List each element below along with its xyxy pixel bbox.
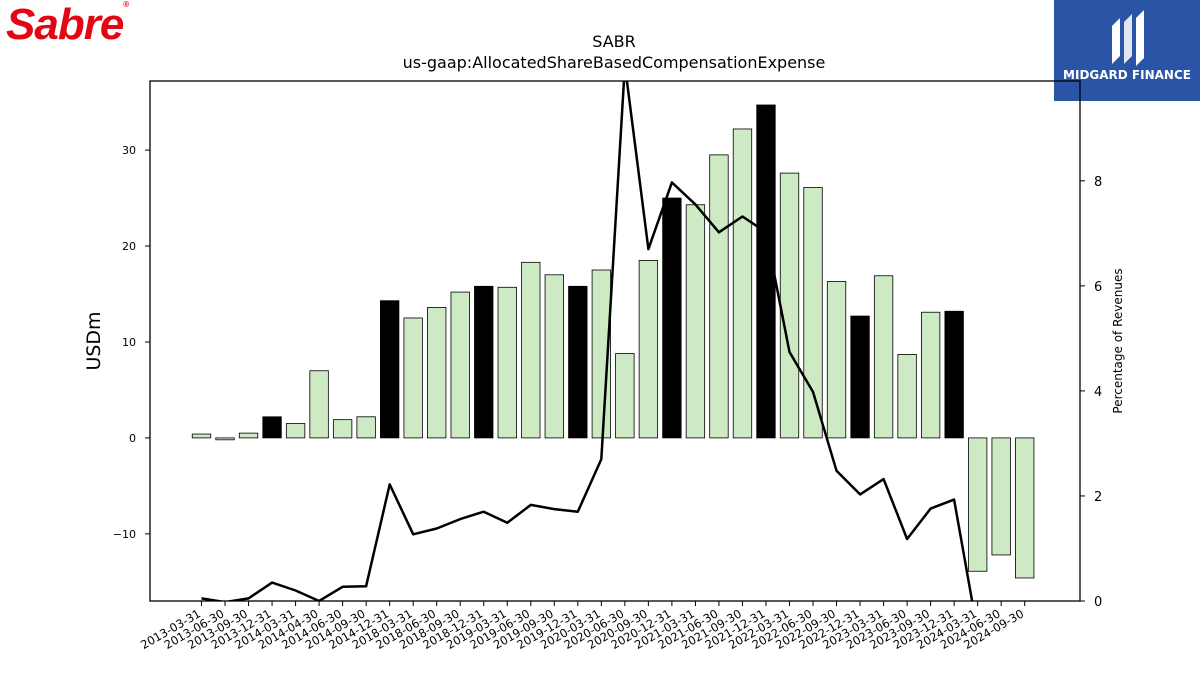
plot-frame — [149, 80, 1081, 602]
bar-2022-03-31 — [779, 172, 800, 439]
y-tick-label: 0 — [129, 432, 136, 445]
y2-tick-label: 6 — [1094, 280, 1102, 295]
bar-2014-03-31 — [285, 423, 306, 439]
y2-tick-label: 8 — [1094, 175, 1102, 190]
bar-2024-06-30 — [991, 437, 1011, 556]
bar-2014-09-30 — [356, 416, 376, 439]
bar-2020-12-31 — [662, 197, 682, 439]
bar-2023-12-31 — [944, 310, 964, 439]
bar-2020-09-30 — [638, 260, 659, 439]
y-tick-label: −10 — [113, 528, 136, 541]
percentage-line — [201, 81, 974, 601]
bar-2024-09-30 — [1015, 437, 1035, 579]
bar-2021-09-30 — [732, 128, 753, 439]
bar-2021-06-30 — [709, 154, 729, 439]
bar-2020-06-30 — [615, 353, 635, 439]
bar-2022-06-30 — [803, 187, 823, 439]
bar-2013-12-31 — [262, 416, 282, 439]
bar-2014-04-30 — [309, 370, 329, 439]
bar-2018-09-30 — [450, 291, 470, 439]
bar-2019-09-30 — [544, 274, 564, 439]
bar-2021-12-31 — [756, 104, 776, 439]
midgard-mark-icon — [1112, 10, 1144, 66]
chart-subtitle: us-gaap:AllocatedShareBasedCompensationE… — [402, 53, 826, 72]
bar-2013-09-30 — [238, 432, 259, 439]
bar-2019-06-30 — [521, 261, 541, 439]
bar-2023-03-31 — [873, 275, 894, 439]
y-tick-label: 20 — [122, 240, 136, 253]
midgard-logo-text: MIDGARD FINANCE — [1063, 68, 1191, 82]
bar-2014-12-31 — [380, 300, 400, 439]
y2-tick-label: 4 — [1094, 385, 1102, 400]
y2-tick-label: 0 — [1094, 595, 1102, 610]
bar-2022-12-31 — [850, 315, 870, 439]
y2-axis-label: Percentage of Revenues — [1111, 268, 1125, 413]
bar-2013-06-30 — [215, 437, 235, 441]
sabre-logo-text: Sabre — [6, 0, 124, 49]
y-tick-label: 10 — [122, 336, 136, 349]
y-axis-label: USDm — [83, 311, 105, 370]
bar-2021-03-31 — [685, 204, 706, 439]
chart-title: SABR — [592, 32, 636, 51]
bar-2018-06-30 — [427, 307, 447, 439]
bar-2014-06-30 — [332, 419, 353, 439]
bar-2018-12-31 — [474, 285, 494, 439]
bar-2023-06-30 — [897, 354, 917, 439]
y-tick-label: 30 — [122, 144, 136, 157]
bar-2018-03-31 — [403, 317, 423, 439]
bar-2023-09-30 — [920, 311, 941, 439]
bar-2024-03-31 — [968, 437, 988, 572]
sabre-logo: Sabre® — [6, 0, 129, 49]
bar-2019-03-31 — [497, 286, 517, 439]
y2-tick-label: 2 — [1094, 490, 1102, 505]
bar-2019-12-31 — [568, 285, 588, 439]
midgard-finance-logo: MIDGARD FINANCE — [1054, 0, 1200, 101]
bar-2022-09-30 — [826, 281, 847, 439]
bar-2013-03-31 — [191, 433, 212, 439]
